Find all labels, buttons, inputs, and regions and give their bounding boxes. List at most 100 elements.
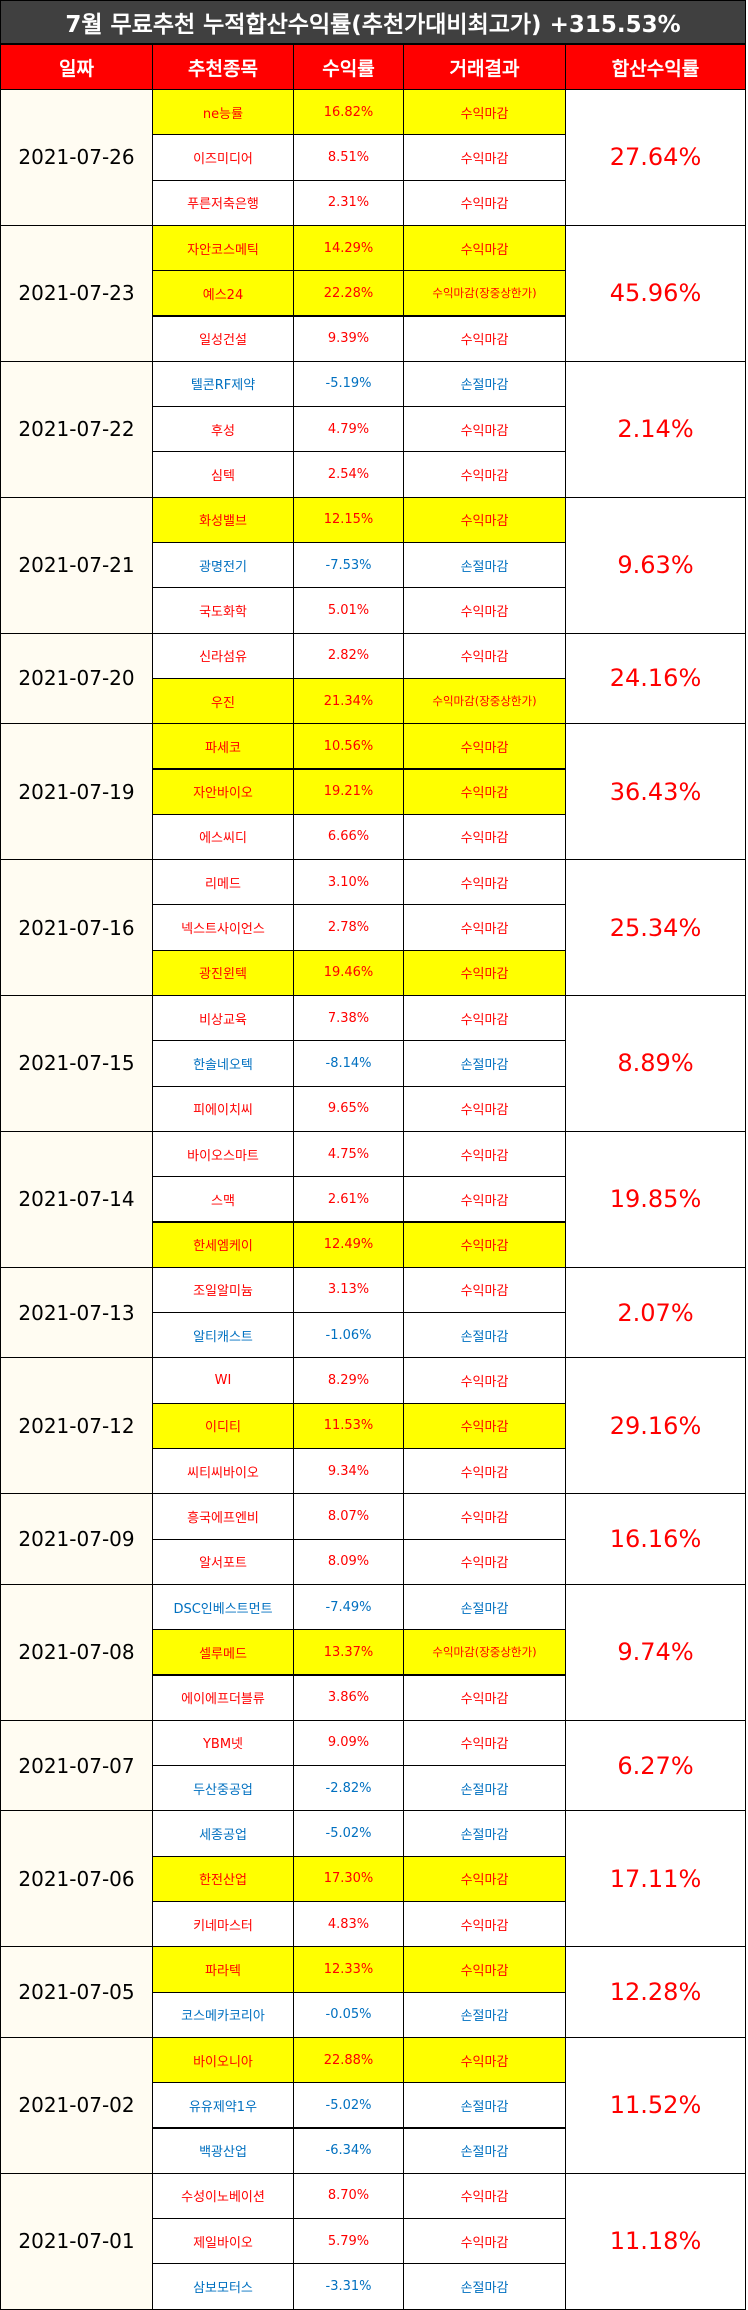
date-cell: 2021-07-01 — [0, 2172, 153, 2310]
total-return-cell: 11.52% — [565, 2036, 746, 2174]
rate-cell: -5.02% — [293, 1810, 404, 1857]
total-return-cell: 19.85% — [565, 1130, 746, 1268]
stock-cell: 파세코 — [152, 723, 294, 770]
header-rate: 수익률 — [293, 44, 404, 90]
rate-cell: 2.78% — [293, 904, 404, 951]
stock-cell: 삼보모터스 — [152, 2263, 294, 2310]
stock-cell: 알티캐스트 — [152, 1312, 294, 1359]
stock-cell: 화성밸브 — [152, 496, 294, 543]
result-cell: 수익마감 — [403, 315, 566, 362]
total-return-cell: 11.18% — [565, 2172, 746, 2310]
total-return-cell: 6.27% — [565, 1719, 746, 1812]
result-cell: 손절마감 — [403, 360, 566, 408]
rate-cell: 13.37% — [293, 1629, 404, 1676]
result-cell: 수익마감 — [403, 179, 566, 226]
stock-cell: 푸른저축은행 — [152, 179, 294, 226]
stock-cell: 예스24 — [152, 270, 294, 317]
stock-cell: 수성이노베이션 — [152, 2172, 294, 2220]
rate-cell: -5.02% — [293, 2082, 404, 2129]
rate-cell: 22.88% — [293, 2036, 404, 2084]
total-return-cell: 2.14% — [565, 360, 746, 498]
result-cell: 수익마감 — [403, 1674, 566, 1721]
result-cell: 수익마감 — [403, 1085, 566, 1132]
stock-cell: 파라텍 — [152, 1946, 294, 1993]
date-cell: 2021-07-20 — [0, 632, 153, 725]
stock-cell: 넥스트사이언스 — [152, 904, 294, 951]
rate-cell: 12.33% — [293, 1946, 404, 1993]
result-cell: 수익마감 — [403, 723, 566, 770]
total-return-cell: 2.07% — [565, 1266, 746, 1359]
result-cell: 손절마감 — [403, 1991, 566, 2038]
result-cell: 수익마감 — [403, 406, 566, 453]
header-stock: 추천종목 — [152, 44, 294, 90]
stock-cell: 한전산업 — [152, 1855, 294, 1902]
total-return-cell: 8.89% — [565, 995, 746, 1132]
result-cell: 수익마감 — [403, 587, 566, 634]
stock-cell: 조일알미늄 — [152, 1266, 294, 1314]
rate-cell: 10.56% — [293, 723, 404, 770]
result-cell: 손절마감 — [403, 2263, 566, 2310]
stock-cell: 국도화학 — [152, 587, 294, 634]
result-cell: 수익마감 — [403, 451, 566, 498]
rate-cell: 4.79% — [293, 406, 404, 453]
date-cell: 2021-07-02 — [0, 2036, 153, 2174]
rate-cell: 3.10% — [293, 859, 404, 906]
result-cell: 수익마감 — [403, 995, 566, 1042]
rate-cell: -3.31% — [293, 2263, 404, 2310]
date-cell: 2021-07-09 — [0, 1493, 153, 1585]
stock-cell: 바이오니아 — [152, 2036, 294, 2084]
result-cell: 수익마감 — [403, 859, 566, 906]
stock-cell: 에스씨디 — [152, 813, 294, 861]
stock-cell: 흥국에프엔비 — [152, 1493, 294, 1540]
stock-cell: 바이오스마트 — [152, 1130, 294, 1178]
stock-cell: DSC인베스트먼트 — [152, 1583, 294, 1631]
rate-cell: 5.79% — [293, 2218, 404, 2265]
stock-cell: 신라섬유 — [152, 632, 294, 679]
stock-cell: 리메드 — [152, 859, 294, 906]
result-cell: 수익마감 — [403, 949, 566, 996]
stock-cell: 코스메카코리아 — [152, 1991, 294, 2038]
stock-cell: 우진 — [152, 677, 294, 725]
rate-cell: 14.29% — [293, 224, 404, 272]
rate-cell: 2.54% — [293, 451, 404, 498]
result-cell: 수익마감 — [403, 1176, 566, 1223]
stock-cell: 유유제약1우 — [152, 2082, 294, 2129]
rate-cell: -7.53% — [293, 542, 404, 589]
date-cell: 2021-07-22 — [0, 360, 153, 498]
stock-cell: 일성건설 — [152, 315, 294, 362]
rate-cell: 2.82% — [293, 632, 404, 679]
stock-cell: 제일바이오 — [152, 2218, 294, 2265]
date-cell: 2021-07-15 — [0, 995, 153, 1132]
result-cell: 수익마감 — [403, 1901, 566, 1948]
stock-cell: 에이에프더블류 — [152, 1674, 294, 1721]
stock-cell: 텔콘RF제약 — [152, 360, 294, 408]
result-cell: 수익마감 — [403, 89, 566, 136]
rate-cell: -6.34% — [293, 2127, 404, 2174]
stock-cell: 백광산업 — [152, 2127, 294, 2174]
result-cell: 수익마감 — [403, 496, 566, 543]
total-return-cell: 17.11% — [565, 1810, 746, 1948]
rate-cell: 21.34% — [293, 677, 404, 725]
stock-cell: 비상교육 — [152, 995, 294, 1042]
date-cell: 2021-07-07 — [0, 1719, 153, 1812]
stock-cell: 한솔네오텍 — [152, 1040, 294, 1087]
result-cell: 수익마감 — [403, 2172, 566, 2220]
result-cell: 수익마감 — [403, 1221, 566, 1268]
result-cell: 손절마감 — [403, 1312, 566, 1359]
result-cell: 수익마감(장중상한가) — [403, 270, 566, 317]
rate-cell: -1.06% — [293, 1312, 404, 1359]
rate-cell: 9.65% — [293, 1085, 404, 1132]
rate-cell: -0.05% — [293, 1991, 404, 2038]
stock-cell: 후성 — [152, 406, 294, 453]
rate-cell: 9.39% — [293, 315, 404, 362]
date-cell: 2021-07-13 — [0, 1266, 153, 1359]
result-cell: 손절마감 — [403, 542, 566, 589]
rate-cell: 12.15% — [293, 496, 404, 543]
rate-cell: 19.46% — [293, 949, 404, 996]
stock-cell: WI — [152, 1357, 294, 1404]
total-return-cell: 29.16% — [565, 1357, 746, 1495]
result-cell: 수익마감 — [403, 1855, 566, 1902]
result-cell: 수익마감 — [403, 632, 566, 679]
stock-cell: 씨티씨바이오 — [152, 1448, 294, 1495]
